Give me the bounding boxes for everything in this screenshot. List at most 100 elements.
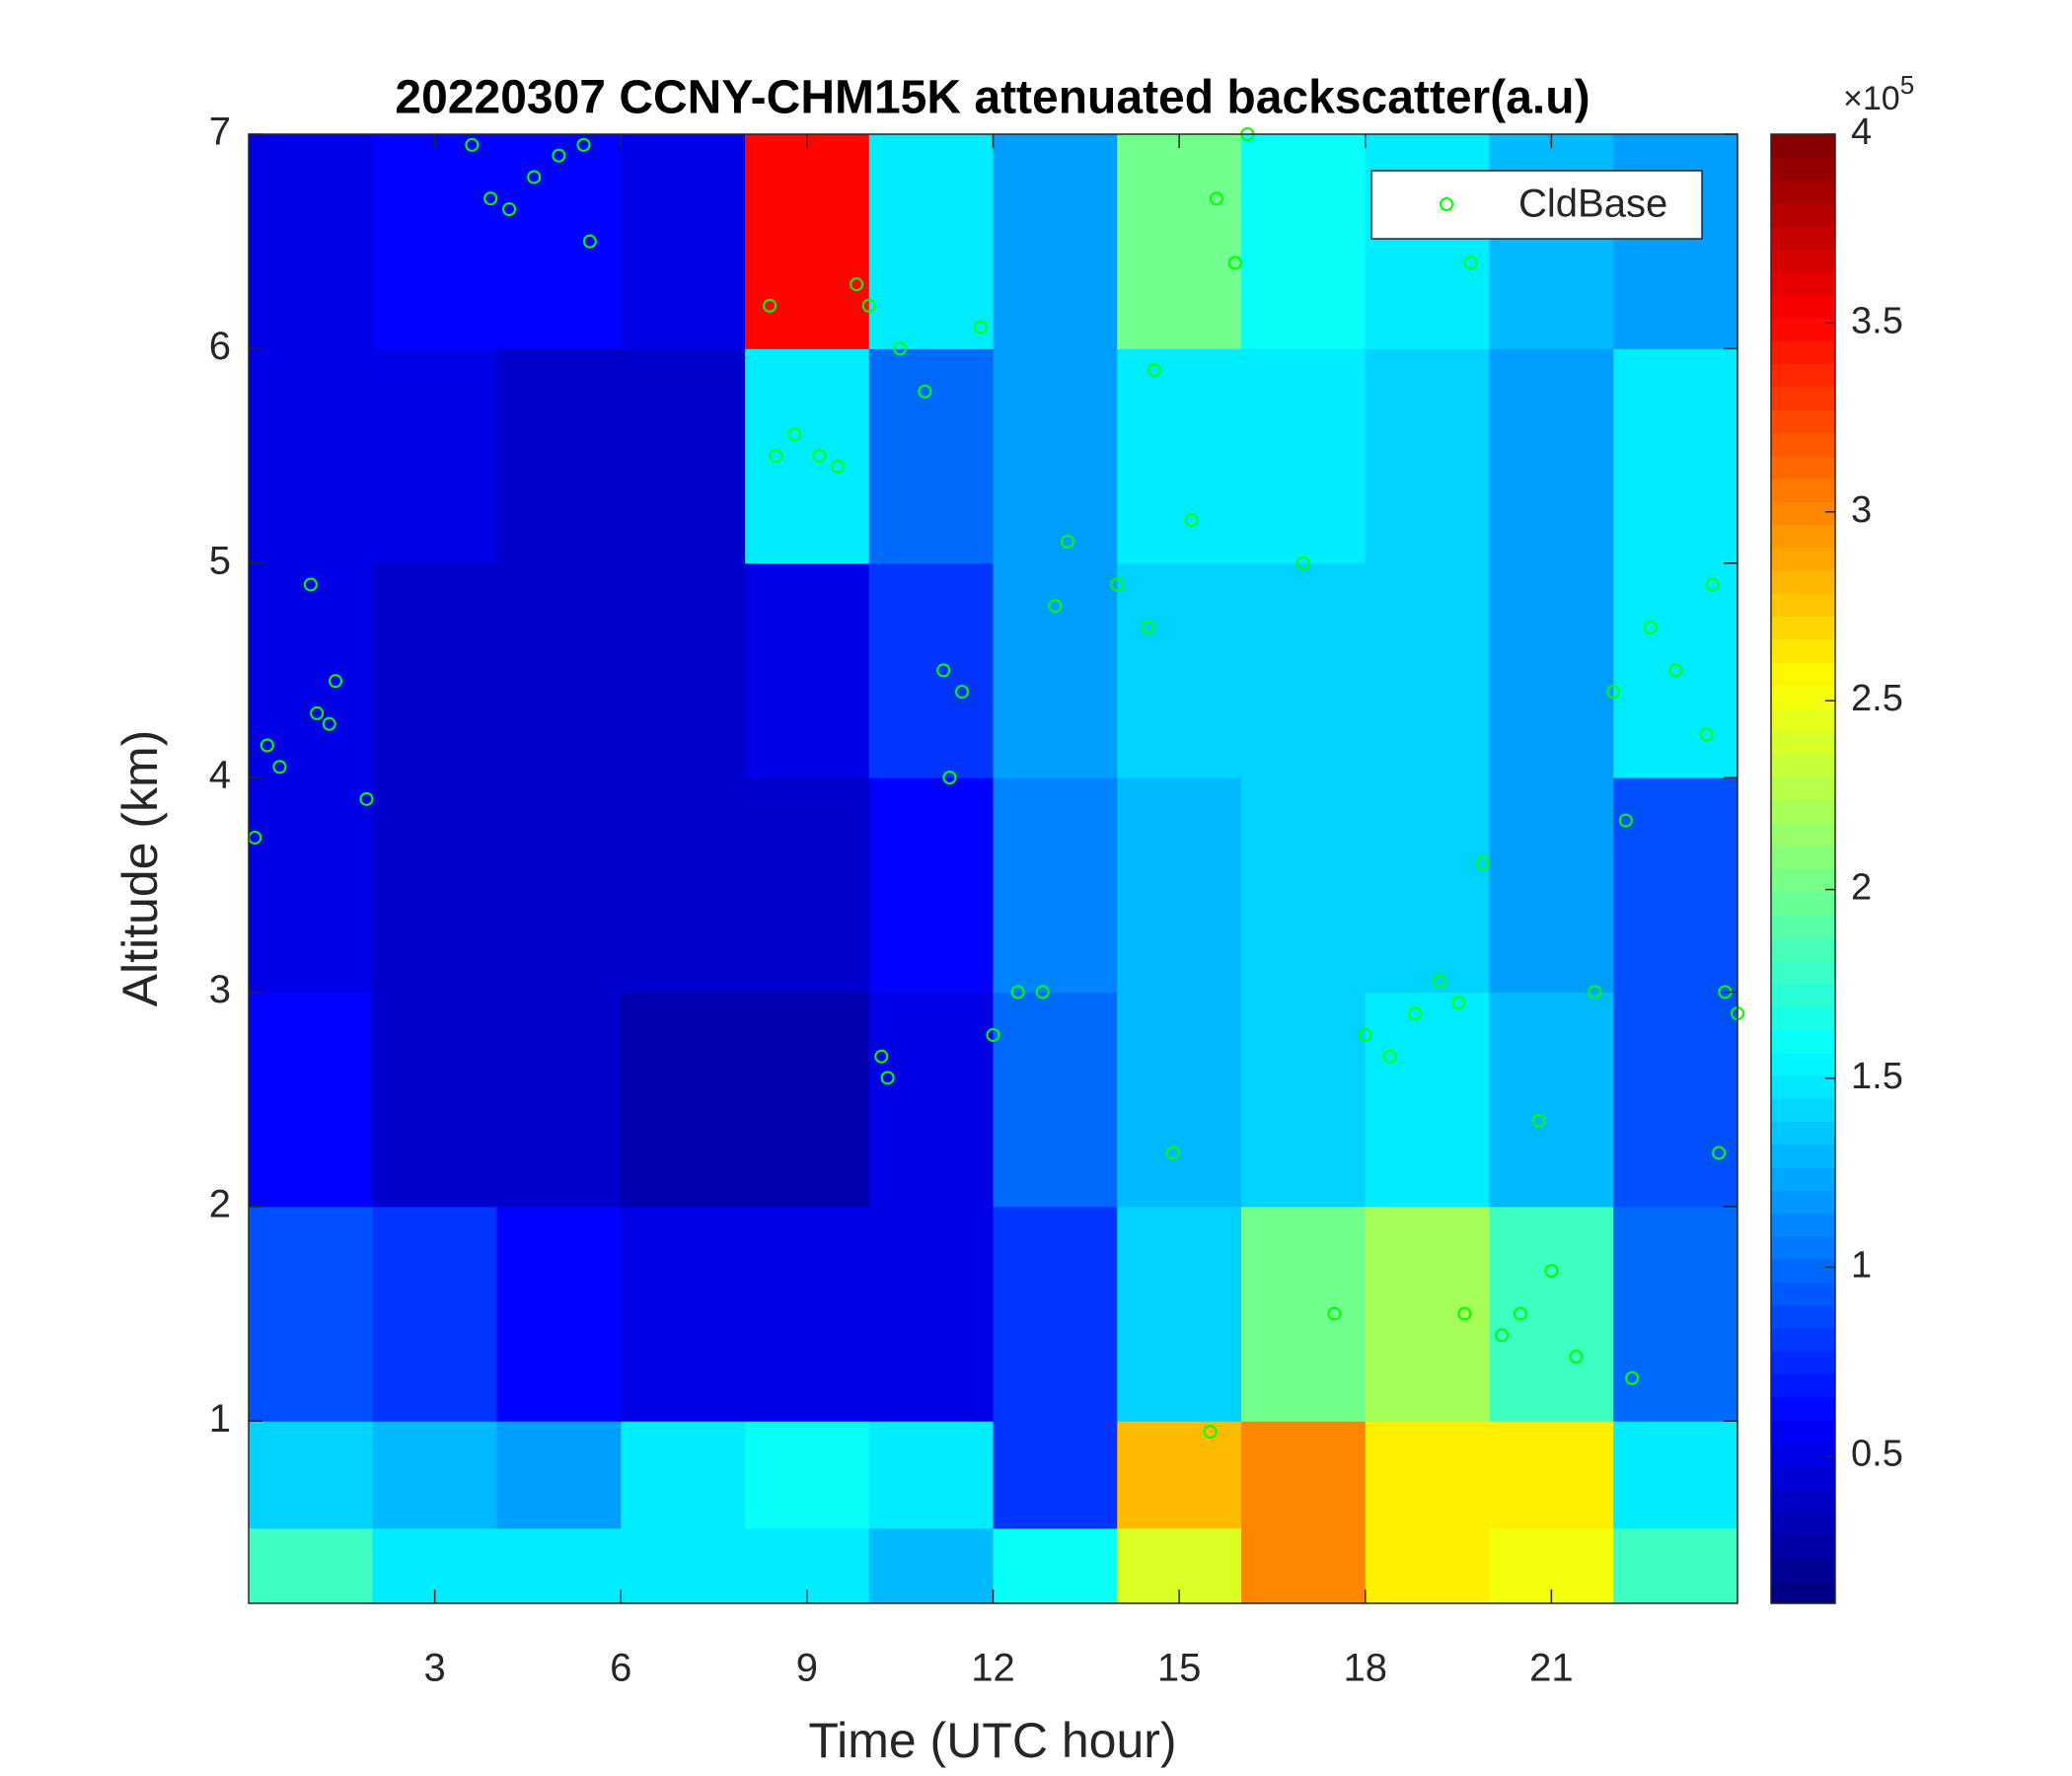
cloud-base-point <box>552 148 566 163</box>
colorbar-swatch <box>1771 157 1835 182</box>
cloud-base-point <box>576 137 591 152</box>
heatmap-cell <box>868 348 994 564</box>
heatmap-cell <box>868 562 994 778</box>
cloud-base-point <box>502 202 517 217</box>
heatmap-cell <box>249 348 374 564</box>
heatmap-cell <box>1117 777 1242 993</box>
colorbar-swatch <box>1771 1373 1835 1398</box>
colorbar-swatch <box>1771 386 1835 410</box>
cloud-base-point <box>1227 256 1242 270</box>
colorbar-swatch <box>1771 524 1835 549</box>
cloud-base-point <box>1531 1113 1546 1128</box>
cloud-base-point <box>272 760 287 775</box>
heatmap-cell <box>1117 562 1242 778</box>
heatmap-cell <box>1365 992 1490 1208</box>
colorbar-frame <box>1770 133 1836 1604</box>
colorbar-swatch <box>1771 1443 1835 1467</box>
cloud-base-point <box>763 298 777 313</box>
cloud-base-point <box>483 191 498 206</box>
colorbar-swatch <box>1771 846 1835 870</box>
colorbar-swatch <box>1771 685 1835 709</box>
heatmap-cell <box>496 348 622 564</box>
colorbar-swatch <box>1771 1052 1835 1076</box>
colorbar-swatch <box>1771 134 1835 158</box>
y-tick-label: 4 <box>209 754 231 797</box>
colorbar-swatch <box>1771 180 1835 204</box>
cloud-base-point <box>850 277 864 292</box>
cloud-base-point <box>1209 191 1223 206</box>
heatmap-cell <box>372 992 497 1208</box>
cloud-base-point <box>582 234 597 249</box>
heatmap-cell <box>993 777 1118 993</box>
colorbar-swatch <box>1771 409 1835 434</box>
colorbar-swatch <box>1771 1006 1835 1030</box>
heatmap-cell <box>745 1421 870 1529</box>
cloud-base-point <box>787 427 802 442</box>
colorbar-swatch <box>1771 202 1835 227</box>
legend-label: CldBase <box>1518 183 1667 226</box>
colorbar-tick-label: 3 <box>1851 489 1872 531</box>
colorbar-swatch <box>1771 1144 1835 1168</box>
heatmap-cell <box>993 1527 1118 1603</box>
y-tick-label: 2 <box>209 1182 231 1225</box>
colorbar-swatch <box>1771 318 1835 341</box>
heatmap-cell <box>1365 777 1490 993</box>
heatmap-cell <box>1613 134 1738 349</box>
heatmap-cell <box>1117 134 1242 349</box>
colorbar-swatch <box>1771 547 1835 571</box>
heatmap-cell <box>1613 1206 1738 1422</box>
x-tick-label: 9 <box>796 1647 818 1690</box>
cloud-base-point <box>1060 535 1074 550</box>
colorbar-swatch <box>1771 363 1835 388</box>
cloud-base-point <box>812 449 827 464</box>
colorbar-multiplier: ×105 <box>1843 70 1914 117</box>
colorbar-swatch <box>1771 501 1835 526</box>
heatmap-cell <box>1241 134 1367 349</box>
heatmap-cell <box>1613 562 1738 778</box>
heatmap-cell <box>1241 777 1367 993</box>
heatmap-cell <box>621 777 746 993</box>
heatmap-cell <box>1365 1421 1490 1529</box>
cloud-base-point <box>1618 813 1633 828</box>
colorbar-swatch <box>1771 294 1835 319</box>
legend-marker <box>1440 197 1453 211</box>
cloud-base-point <box>1463 256 1478 270</box>
x-tick-label: 18 <box>1344 1647 1388 1690</box>
colorbar-swatch <box>1771 593 1835 618</box>
cloud-base-point <box>880 1071 895 1085</box>
cloud-base-point <box>1569 1350 1584 1365</box>
heatmap-cell <box>496 777 622 993</box>
colorbar-swatch <box>1771 616 1835 640</box>
colorbar-swatch <box>1771 799 1835 824</box>
cloud-base-point <box>936 663 951 678</box>
heatmap-cell <box>1365 348 1490 564</box>
colorbar-swatch <box>1771 1282 1835 1306</box>
heatmap-cell <box>621 992 746 1208</box>
y-tick-label: 5 <box>209 539 231 582</box>
cloud-base-point <box>1141 620 1155 634</box>
heatmap-cell <box>249 777 374 993</box>
heatmap-cell <box>1489 777 1614 993</box>
heatmap-cell <box>496 1421 622 1529</box>
cloud-base-point <box>1625 1370 1640 1385</box>
heatmap-cell <box>1365 1527 1490 1603</box>
cloud-base-point <box>1382 1049 1397 1064</box>
heatmap-cell <box>868 1421 994 1529</box>
colorbar-swatch <box>1771 1166 1835 1191</box>
cloud-base-point <box>1010 985 1025 999</box>
heatmap-cell <box>993 562 1118 778</box>
cloud-base-point <box>769 449 783 464</box>
colorbar-swatch <box>1771 1098 1835 1123</box>
colorbar-swatch <box>1771 1029 1835 1054</box>
colorbar-swatch <box>1771 822 1835 847</box>
cloud-base-point <box>1495 1328 1510 1343</box>
heatmap-cell <box>993 134 1118 349</box>
heatmap-cell <box>1241 1421 1367 1529</box>
heatmap-cell <box>745 992 870 1208</box>
colorbar-exponent: 5 <box>1900 70 1914 100</box>
cloud-base-point <box>1327 1306 1342 1321</box>
colorbar-swatch <box>1771 1396 1835 1421</box>
heatmap-cell <box>372 562 497 778</box>
cloud-base-point <box>1165 1146 1180 1160</box>
cloud-base-point <box>1513 1306 1527 1321</box>
